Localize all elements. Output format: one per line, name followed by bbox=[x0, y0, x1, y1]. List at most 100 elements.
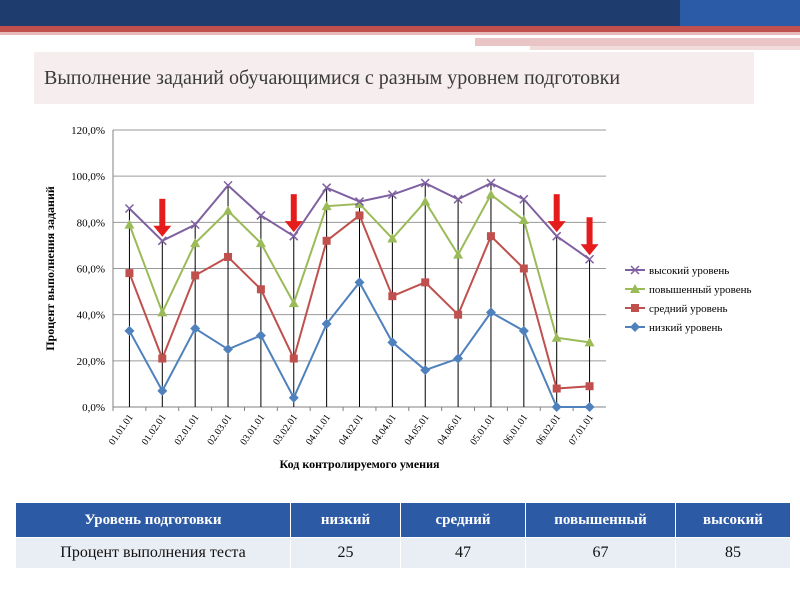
y-tick-label: 20,0% bbox=[77, 356, 105, 368]
x-tick-label: 04.06.01 bbox=[435, 412, 464, 447]
data-point bbox=[321, 201, 332, 211]
header-stripe-light bbox=[0, 32, 800, 35]
legend-label: высокий уровень bbox=[649, 265, 729, 277]
header-band-accent bbox=[680, 0, 800, 26]
legend-marker bbox=[630, 284, 640, 293]
table-cell: 25 bbox=[290, 537, 401, 569]
y-tick-label: 80,0% bbox=[77, 217, 105, 229]
data-point bbox=[485, 189, 496, 199]
data-point bbox=[256, 210, 266, 220]
data-point bbox=[551, 332, 562, 342]
slide-title: Выполнение заданий обучающимися с разным… bbox=[44, 66, 621, 89]
x-tick-label: 06.02.01 bbox=[534, 412, 563, 447]
data-point bbox=[387, 190, 397, 200]
x-tick-label: 02.03.01 bbox=[205, 412, 234, 447]
x-tick-label: 03.01.01 bbox=[238, 412, 267, 447]
y-tick-label: 60,0% bbox=[77, 264, 105, 276]
header-stripe bbox=[0, 26, 800, 32]
table-header-cell: повышенный bbox=[525, 502, 676, 538]
data-point bbox=[223, 205, 234, 215]
red-arrow-head bbox=[153, 225, 172, 237]
data-point bbox=[190, 323, 201, 334]
data-point bbox=[387, 337, 398, 348]
red-arrow-head bbox=[547, 221, 566, 233]
x-tick-label: 04.05.01 bbox=[403, 412, 432, 447]
data-point bbox=[190, 238, 201, 248]
data-point bbox=[453, 194, 463, 204]
data-point bbox=[289, 354, 298, 363]
y-axis-title: Процент выполнения заданий bbox=[43, 186, 57, 351]
red-arrow-shaft bbox=[553, 194, 560, 224]
table-row: Процент выполнения теста 25 47 67 85 bbox=[15, 537, 791, 569]
data-point bbox=[255, 238, 266, 248]
data-point bbox=[420, 178, 430, 188]
data-point bbox=[157, 307, 168, 317]
data-point bbox=[519, 264, 528, 273]
x-tick-label: 03.02.01 bbox=[271, 412, 300, 447]
red-arrow-shaft bbox=[586, 217, 593, 247]
y-tick-label: 40,0% bbox=[77, 310, 105, 322]
data-point bbox=[518, 215, 529, 225]
red-arrow-shaft bbox=[290, 194, 297, 224]
x-tick-label: 01.01.01 bbox=[107, 412, 136, 447]
red-arrow-shaft bbox=[159, 198, 166, 228]
data-point bbox=[354, 277, 365, 288]
data-point bbox=[388, 292, 397, 301]
x-tick-label: 02.01.01 bbox=[173, 412, 202, 447]
data-point bbox=[453, 249, 464, 259]
y-tick-label: 0,0% bbox=[82, 402, 105, 414]
x-tick-label: 04.01.01 bbox=[304, 412, 333, 447]
table-cell: 67 bbox=[525, 537, 676, 569]
legend-label: низкий уровень bbox=[649, 322, 722, 334]
table-header-cell: высокий bbox=[675, 502, 791, 538]
decor-stripe-light bbox=[530, 46, 800, 50]
red-arrow-head bbox=[580, 244, 599, 256]
line-chart: 0,0% 20,0% 40,0% 60,0% 80,0% 100,0% 120,0% 01.0… bbox=[43, 125, 752, 471]
data-point bbox=[224, 252, 233, 261]
data-point bbox=[453, 353, 464, 364]
x-tick-label: 05.01.01 bbox=[468, 412, 497, 447]
data-point bbox=[584, 337, 595, 347]
data-point bbox=[190, 220, 200, 230]
data-point bbox=[486, 232, 495, 241]
x-tick-label: 07.01.01 bbox=[567, 412, 596, 447]
data-point bbox=[552, 231, 562, 241]
data-point bbox=[289, 231, 299, 241]
legend-label: средний уровень bbox=[649, 303, 728, 315]
table-header-cell: низкий bbox=[290, 502, 401, 538]
data-point bbox=[552, 384, 561, 393]
table-row-label: Процент выполнения теста bbox=[15, 537, 291, 569]
x-tick-label: 04.02.01 bbox=[337, 412, 366, 447]
data-point bbox=[322, 236, 331, 245]
y-tick-label: 100,0% bbox=[71, 171, 105, 183]
data-point bbox=[124, 325, 135, 336]
x-tick-label: 04.04.01 bbox=[370, 412, 399, 447]
data-point bbox=[584, 402, 595, 412]
data-point bbox=[486, 178, 496, 188]
data-point bbox=[157, 385, 168, 396]
data-point bbox=[420, 196, 431, 206]
results-table: Уровень подготовки низкий средний повыше… bbox=[15, 502, 791, 569]
data-point bbox=[157, 236, 167, 246]
data-point bbox=[256, 285, 265, 294]
data-point bbox=[387, 233, 398, 243]
x-axis-title: Код контролируемого умения bbox=[279, 457, 440, 471]
data-point bbox=[354, 197, 365, 207]
table-header-cell: Уровень подготовки bbox=[15, 502, 291, 538]
data-point bbox=[518, 325, 529, 336]
data-point bbox=[354, 198, 365, 208]
data-point bbox=[355, 211, 364, 220]
legend-marker bbox=[631, 304, 639, 312]
data-point bbox=[421, 278, 430, 287]
data-point bbox=[223, 180, 233, 190]
x-tick-label: 01.02.01 bbox=[140, 412, 169, 447]
data-point bbox=[125, 269, 134, 278]
data-point bbox=[585, 254, 595, 264]
header-band bbox=[0, 0, 800, 26]
x-tick-label: 06.01.01 bbox=[501, 412, 530, 447]
table-cell: 85 bbox=[675, 537, 791, 569]
table-cell: 47 bbox=[400, 537, 526, 569]
data-point bbox=[585, 382, 594, 391]
data-point bbox=[519, 194, 529, 204]
data-point bbox=[288, 392, 299, 403]
